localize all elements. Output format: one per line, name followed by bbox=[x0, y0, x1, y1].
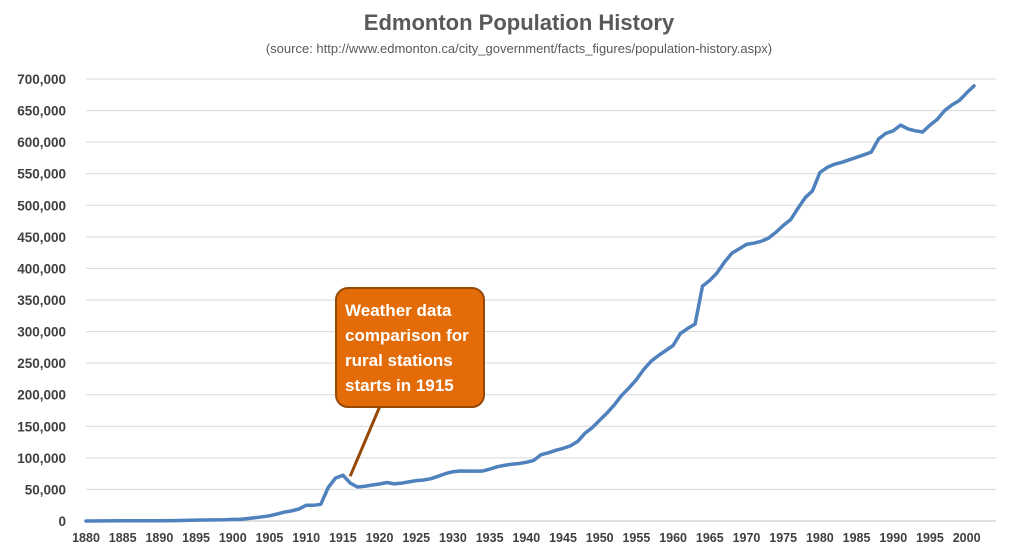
x-tick-label: 1905 bbox=[256, 531, 284, 545]
callout-text-line: Weather data bbox=[345, 301, 452, 320]
chart-subtitle: (source: http://www.edmonton.ca/city_gov… bbox=[266, 41, 772, 56]
x-tick-label: 1995 bbox=[916, 531, 944, 545]
chart-title: Edmonton Population History bbox=[364, 10, 675, 35]
y-tick-label: 400,000 bbox=[17, 261, 66, 276]
y-tick-label: 50,000 bbox=[25, 482, 66, 497]
series-layer bbox=[84, 84, 976, 523]
x-tick-label: 1885 bbox=[109, 531, 137, 545]
x-tick-label: 1985 bbox=[843, 531, 871, 545]
x-tick-label: 1945 bbox=[549, 531, 577, 545]
y-tick-label: 700,000 bbox=[17, 72, 66, 87]
callout-pointer bbox=[348, 405, 382, 477]
y-tick-label: 300,000 bbox=[17, 325, 66, 340]
x-tick-label: 1890 bbox=[145, 531, 173, 545]
callout-text-line: comparison for bbox=[345, 326, 469, 345]
x-tick-label: 1900 bbox=[219, 531, 247, 545]
y-tick-label: 500,000 bbox=[17, 198, 66, 213]
x-tick-label: 1965 bbox=[696, 531, 724, 545]
x-tick-label: 2000 bbox=[953, 531, 981, 545]
y-tick-label: 0 bbox=[58, 514, 66, 529]
y-tick-label: 250,000 bbox=[17, 356, 66, 371]
x-tick-label: 1895 bbox=[182, 531, 210, 545]
x-tick-label: 1910 bbox=[292, 531, 320, 545]
y-axis-tick-labels: 0 50,000 100,000 150,000 200,000 250,000 300,0… bbox=[17, 72, 66, 529]
callout-text-line: rural stations bbox=[345, 351, 453, 370]
x-tick-label: 1915 bbox=[329, 531, 357, 545]
population-series-line bbox=[84, 84, 976, 523]
x-tick-label: 1940 bbox=[512, 531, 540, 545]
annotation-callout: Weather data comparison for rural stations… bbox=[335, 287, 485, 477]
callout-text-line: starts in 1915 bbox=[345, 376, 454, 395]
callout-box bbox=[335, 287, 485, 408]
y-tick-label: 650,000 bbox=[17, 104, 66, 119]
y-tick-label: 600,000 bbox=[17, 135, 66, 150]
y-tick-label: 100,000 bbox=[17, 451, 66, 466]
x-tick-label: 1955 bbox=[622, 531, 650, 545]
x-tick-label: 1920 bbox=[366, 531, 394, 545]
x-tick-label: 1975 bbox=[769, 531, 797, 545]
x-tick-label: 1925 bbox=[402, 531, 430, 545]
y-tick-label: 150,000 bbox=[17, 419, 66, 434]
x-tick-label: 1980 bbox=[806, 531, 834, 545]
x-tick-label: 1930 bbox=[439, 531, 467, 545]
x-tick-label: 1935 bbox=[476, 531, 504, 545]
x-tick-label: 1950 bbox=[586, 531, 614, 545]
x-axis-tick-labels: 1880 1885 1890 1895 1900 1905 1910 1915 1920 1925… bbox=[72, 531, 981, 545]
x-tick-label: 1880 bbox=[72, 531, 100, 545]
y-tick-label: 450,000 bbox=[17, 230, 66, 245]
y-tick-label: 350,000 bbox=[17, 293, 66, 308]
x-tick-label: 1990 bbox=[879, 531, 907, 545]
x-tick-label: 1970 bbox=[733, 531, 761, 545]
x-tick-label: 1960 bbox=[659, 531, 687, 545]
y-tick-label: 550,000 bbox=[17, 167, 66, 182]
y-tick-label: 200,000 bbox=[17, 388, 66, 403]
gridlines bbox=[86, 78, 996, 522]
